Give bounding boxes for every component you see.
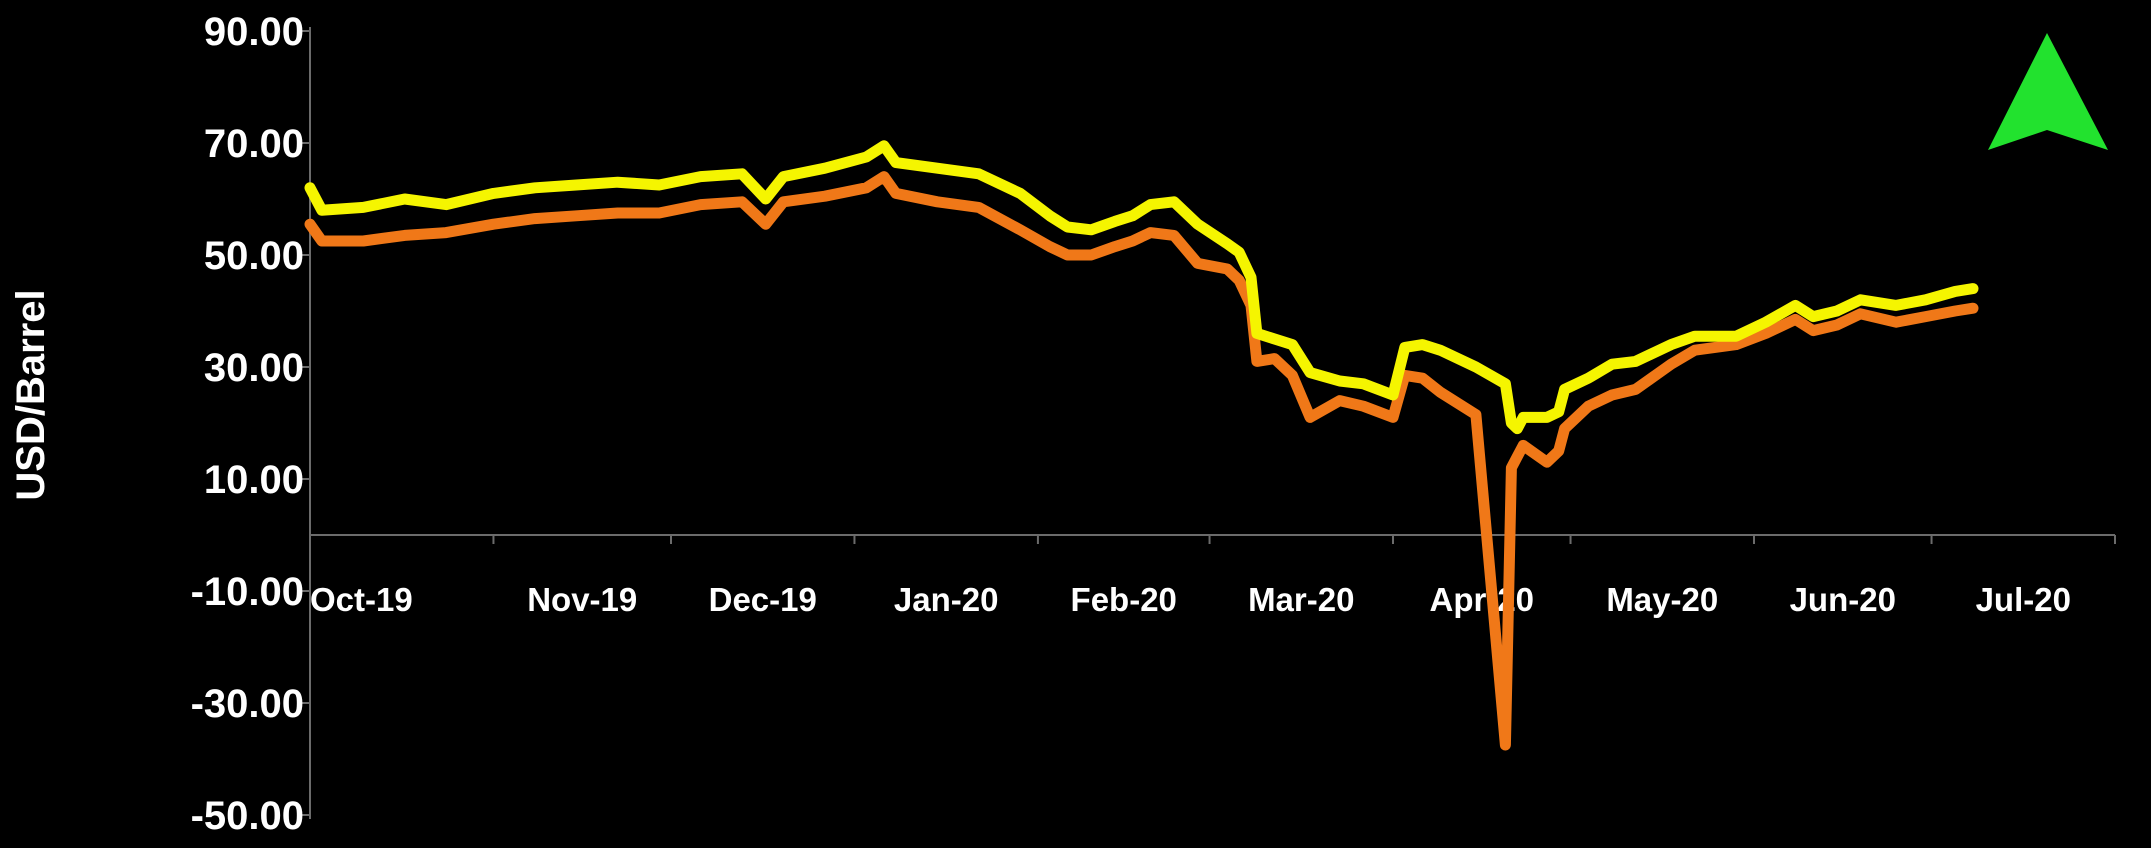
x-tick-label: May-20 [1606,581,1718,618]
x-axis: Oct-19 Nov-19 Dec-19 Jan-20 Feb-20 Mar-20 Apr-… [309,534,2116,618]
x-tick-label: Apr-20 [1430,581,1535,618]
x-tick-label: Oct-19 [310,581,413,618]
y-tick-label: -10.00 [191,570,304,614]
y-tick-label: 90.00 [204,10,304,54]
series-layer [304,140,1979,751]
x-tick-label: Feb-20 [1071,581,1177,618]
x-tick-label: Mar-20 [1248,581,1354,618]
x-tick-label: Jan-20 [894,581,999,618]
y-tick-label: -30.00 [191,682,304,726]
x-tick-label: Nov-19 [527,581,637,618]
x-tick-label: Jun-20 [1790,581,1896,618]
green-up-arrow-icon [1988,33,2108,150]
y-tick-label: 70.00 [204,122,304,166]
x-tick-label: Dec-19 [709,581,817,618]
y-tick-label: -50.00 [191,794,304,838]
series-line-0 [304,140,1979,435]
y-tick-label: 30.00 [204,346,304,390]
y-axis: 90.00 70.00 50.00 30.00 10.00 -10.00 -30.00 -50… [191,10,311,838]
y-tick-label: 50.00 [204,234,304,278]
y-axis-label: USD/Barrel [9,289,53,500]
series-line-1 [304,171,1979,751]
y-tick-label: 10.00 [204,458,304,502]
x-tick-label: Jul-20 [1976,581,2071,618]
